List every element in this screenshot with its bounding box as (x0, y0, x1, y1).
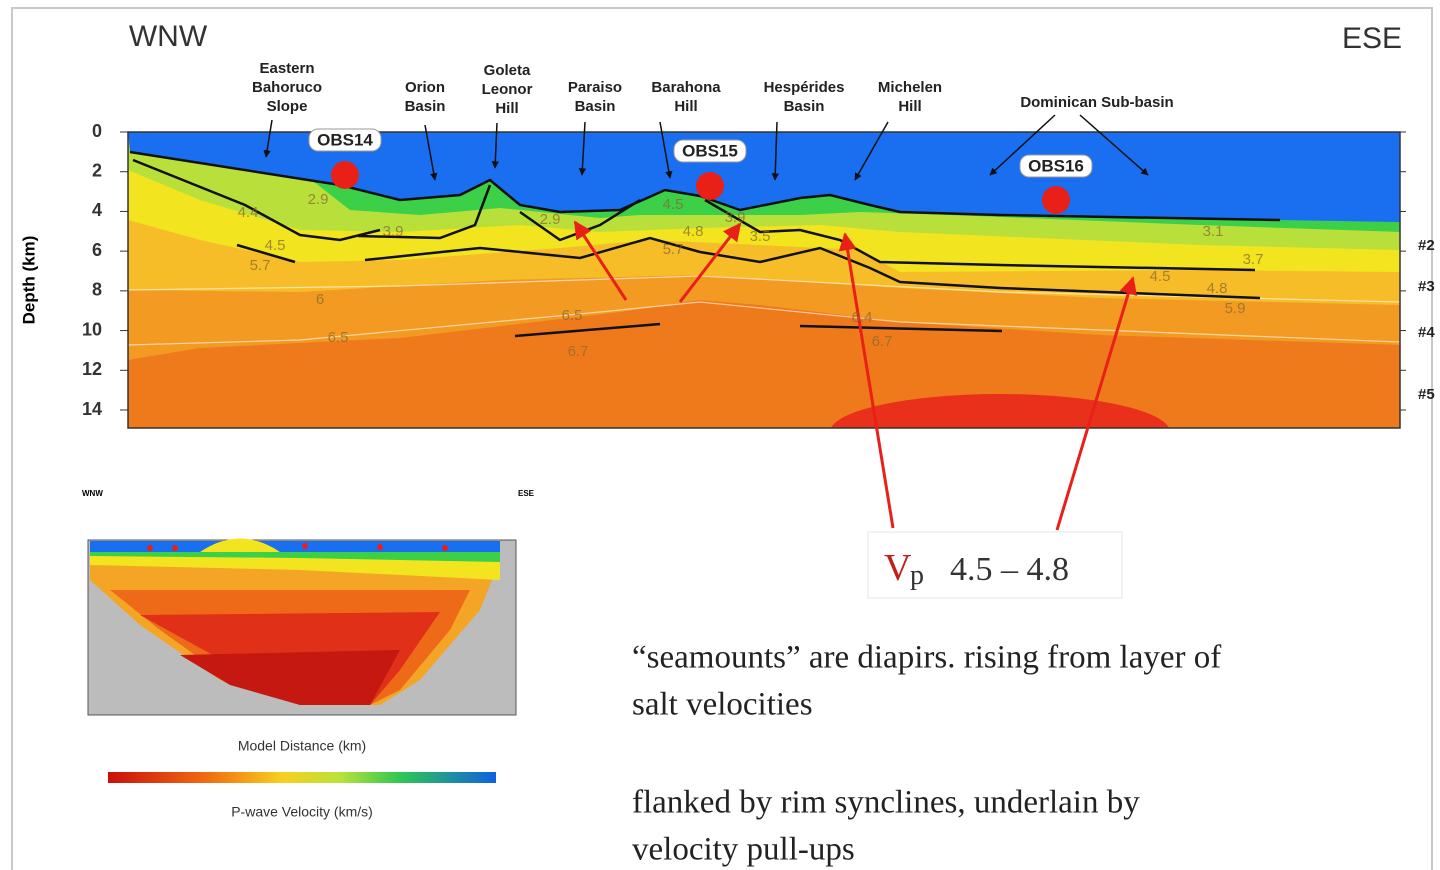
velocity-label: 5.9 (1225, 300, 1246, 317)
velocity-label: 4.5 (1150, 268, 1171, 285)
feature-label: Basin (575, 98, 616, 115)
callout-box (867, 531, 1123, 599)
callout-subscript: p (910, 560, 924, 591)
depth-tick-label: 10 (82, 319, 102, 339)
feature-label: Dominican Sub-basin (1020, 94, 1173, 111)
velocity-label: 3.5 (750, 228, 771, 245)
note-text: flanked by rim synclines, underlain by (632, 785, 1140, 821)
velocity-label: 6.7 (872, 333, 893, 350)
feature-label: Basin (784, 98, 825, 115)
feature-label: Slope (267, 98, 308, 115)
velocity-label: 4.8 (683, 223, 704, 240)
velocity-label: 6.5 (328, 329, 349, 346)
depth-tick-label: 8 (92, 280, 102, 300)
velocity-label: 4.8 (1207, 280, 1228, 297)
velocity-label: 2.9 (308, 191, 329, 208)
station-marker (1042, 186, 1070, 214)
station-tag (308, 128, 382, 152)
color-bar-label: P-wave Velocity (km/s) (231, 804, 373, 820)
velocity-label: 3.1 (1203, 223, 1224, 240)
callout-range: 4.5 – 4.8 (950, 551, 1069, 588)
inset-direction-left: WNW (82, 489, 103, 498)
depth-tick-label: 2 (92, 160, 102, 180)
depth-tick-label: 4 (92, 200, 102, 220)
inset-direction-right: ESE (518, 489, 535, 498)
feature-label: Leonor (482, 81, 533, 98)
station-marker (331, 161, 359, 189)
feature-label: Michelen (878, 79, 942, 96)
velocity-label: 6.5 (562, 307, 583, 324)
station-label: OBS14 (317, 130, 373, 149)
direction-left: WNW (129, 20, 208, 53)
velocity-label: 4.5 (265, 237, 286, 254)
note-text: “seamounts” are diapirs. rising from lay… (632, 640, 1221, 676)
velocity-label: 6.4 (852, 309, 873, 326)
feature-label: Paraiso (568, 79, 622, 96)
depth-tick-label: 12 (82, 359, 102, 379)
depth-tick-label: 0 (92, 121, 102, 141)
velocity-label: 5.7 (250, 257, 271, 274)
feature-label: Basin (405, 98, 446, 115)
velocity-label: 2.9 (540, 211, 561, 228)
feature-label: Bahoruco (252, 79, 322, 96)
inset-x-axis-label: Model Distance (km) (238, 738, 366, 754)
inset: WNW ESE Model Distance (km) P-wave Veloc… (82, 489, 535, 820)
feature-label: Goleta (484, 62, 531, 79)
arrows (573, 220, 1137, 531)
feature-label: Hespérides (764, 79, 845, 96)
velocity-label: 3.9 (383, 223, 404, 240)
feature-label: Eastern (259, 60, 314, 77)
callout-symbol: V (884, 547, 912, 589)
feature-label: Hill (674, 98, 697, 115)
depth-tick-label: 6 (92, 240, 102, 260)
slide-border (11, 7, 1433, 870)
feature-label: Barahona (651, 79, 721, 96)
feature-label: Hill (898, 98, 921, 115)
station-label: OBS15 (682, 141, 738, 160)
station-label: OBS16 (1028, 156, 1084, 175)
station-tag (673, 139, 747, 163)
reflector-label: #5 (1418, 386, 1435, 403)
feature-label: Orion (405, 79, 445, 96)
color-bar (108, 772, 496, 783)
velocity-label: 6.7 (568, 343, 589, 360)
station-tag (1019, 154, 1093, 178)
y-axis-label: Depth (km) (19, 236, 38, 325)
velocity-label: 5.7 (663, 241, 684, 258)
velocity-label: 3.7 (1243, 251, 1264, 268)
pointers (263, 114, 1149, 181)
direction-right: ESE (1342, 22, 1402, 55)
reflector-label: #2 (1418, 237, 1435, 254)
station-marker (696, 172, 724, 200)
note-text: velocity pull-ups (632, 832, 855, 868)
panel-frame (127, 131, 1401, 429)
depth-tick-label: 14 (82, 399, 102, 419)
velocity-label: 6 (316, 291, 324, 308)
note-text: salt velocities (632, 687, 813, 723)
velocity-label: 4.4 (238, 204, 259, 221)
reflector-label: #4 (1418, 324, 1435, 341)
reflector-label: #3 (1418, 278, 1435, 295)
feature-label: Hill (495, 100, 518, 117)
velocity-label: 3.9 (725, 209, 746, 226)
velocity-label: 4.5 (663, 196, 684, 213)
